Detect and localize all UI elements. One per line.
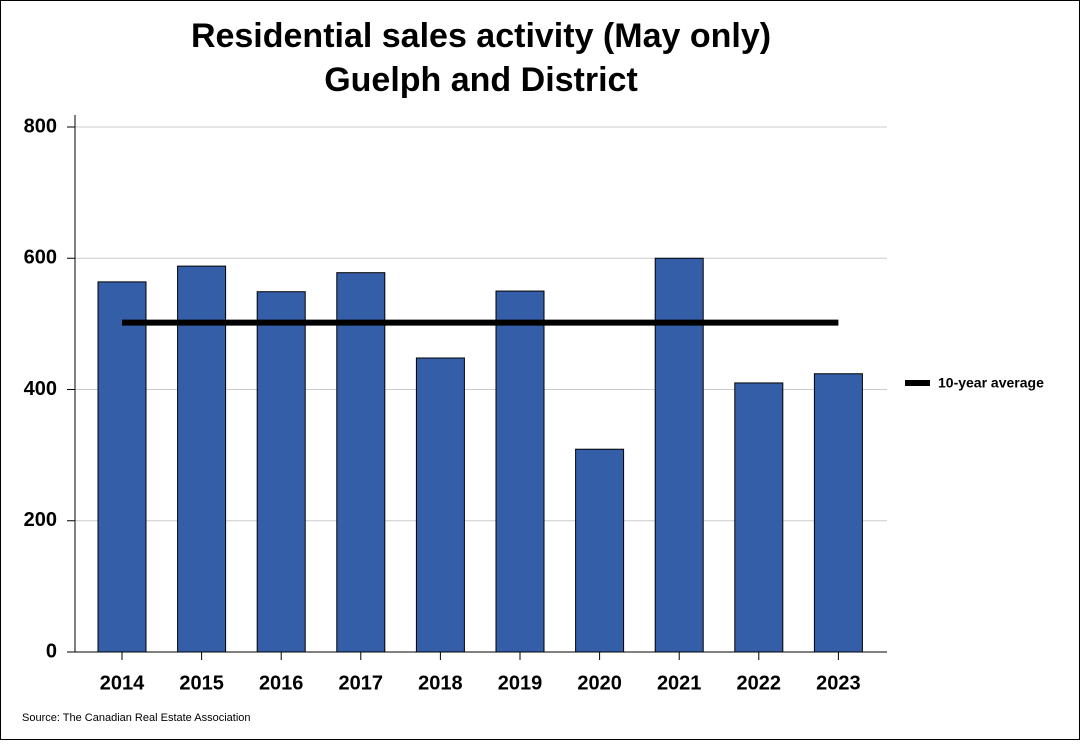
bar [177,265,227,653]
x-tick-label: 2018 [418,672,463,694]
y-tick-label: 800 [24,115,57,137]
source-note: Source: The Canadian Real Estate Associa… [22,712,251,724]
y-tick-label: 0 [46,640,57,662]
y-tick-label: 400 [24,378,57,400]
bar [495,290,545,653]
x-tick-label: 2016 [259,672,304,694]
legend-label: 10-year average [938,375,1044,391]
x-tick-label: 2019 [498,672,543,694]
y-tick-label: 200 [24,509,57,531]
bar [813,373,863,653]
x-tick-label: 2014 [100,672,145,694]
chart-title: Residential sales activity (May only) [191,17,771,55]
x-tick-label: 2022 [737,672,782,694]
bar [415,357,465,653]
bar [654,257,704,653]
x-tick-label: 2023 [816,672,861,694]
bar [256,291,306,653]
bar [97,281,147,653]
bar [575,448,625,653]
bar [734,382,784,653]
chart-subtitle: Guelph and District [324,61,638,99]
y-tick-label: 600 [24,247,57,269]
x-tick-label: 2021 [657,672,702,694]
x-tick-label: 2017 [339,672,384,694]
x-tick-label: 2020 [577,672,622,694]
bar [336,272,386,653]
x-tick-label: 2015 [179,672,224,694]
